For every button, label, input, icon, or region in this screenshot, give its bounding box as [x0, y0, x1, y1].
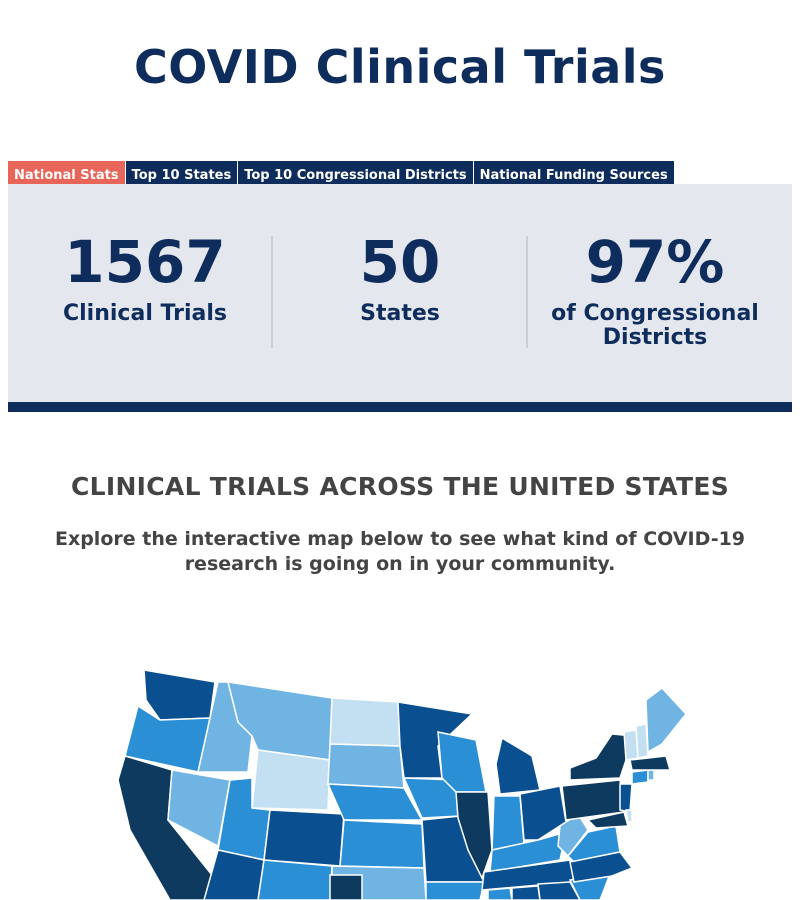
national-stats-panel: 1567 Clinical Trials 50 States 97% of Co…	[8, 184, 792, 412]
map-section-heading: CLINICAL TRIALS ACROSS THE UNITED STATES	[70, 472, 730, 501]
state-texas[interactable]	[329, 874, 363, 900]
state-north-carolina[interactable]	[569, 851, 634, 883]
state-michigan[interactable]	[495, 736, 541, 795]
state-new-hampshire[interactable]	[635, 723, 649, 759]
state-massachusetts[interactable]	[629, 755, 671, 771]
state-south-dakota[interactable]	[327, 743, 405, 789]
state-maryland[interactable]	[586, 811, 629, 829]
stat-states-number: 50	[359, 228, 441, 296]
state-illinois[interactable]	[455, 791, 493, 880]
stat-clinical-trials-label: Clinical Trials	[63, 301, 227, 326]
page-title: COVID Clinical Trials	[134, 40, 666, 94]
state-ohio[interactable]	[519, 785, 567, 841]
us-map-svg[interactable]	[100, 660, 700, 900]
state-arizona[interactable]	[203, 849, 265, 900]
state-connecticut[interactable]	[631, 769, 649, 785]
stat-congressional-districts: 97% of Congressional Districts	[544, 230, 766, 350]
stat-divider	[271, 236, 273, 348]
stat-clinical-trials: 1567 Clinical Trials	[50, 230, 240, 326]
stat-congressional-districts-label: of Congressional Districts	[551, 301, 759, 350]
state-delaware[interactable]	[625, 809, 633, 823]
state-washington[interactable]	[143, 669, 216, 721]
state-colorado[interactable]	[263, 809, 345, 867]
stat-clinical-trials-number: 1567	[64, 228, 226, 296]
state-alabama[interactable]	[511, 885, 541, 900]
state-wyoming[interactable]	[251, 749, 331, 811]
state-north-dakota[interactable]	[329, 697, 401, 747]
state-new-jersey[interactable]	[619, 783, 633, 813]
state-maine[interactable]	[645, 686, 687, 754]
state-georgia[interactable]	[537, 881, 581, 900]
state-new-mexico[interactable]	[257, 859, 333, 900]
state-rhode-island[interactable]	[647, 769, 655, 781]
state-new-york[interactable]	[569, 733, 636, 781]
state-indiana[interactable]	[491, 795, 525, 851]
us-clinical-trials-map[interactable]	[100, 660, 700, 900]
stat-divider	[526, 236, 528, 348]
state-nebraska[interactable]	[326, 783, 424, 821]
state-arkansas[interactable]	[425, 881, 485, 900]
state-kansas[interactable]	[339, 819, 425, 869]
stat-states-label: States	[360, 301, 440, 326]
stat-congressional-districts-number: 97%	[585, 228, 725, 296]
state-mississippi[interactable]	[487, 887, 513, 900]
stat-states: 50 States	[300, 230, 500, 326]
map-section-subheading: Explore the interactive map below to see…	[54, 528, 746, 575]
